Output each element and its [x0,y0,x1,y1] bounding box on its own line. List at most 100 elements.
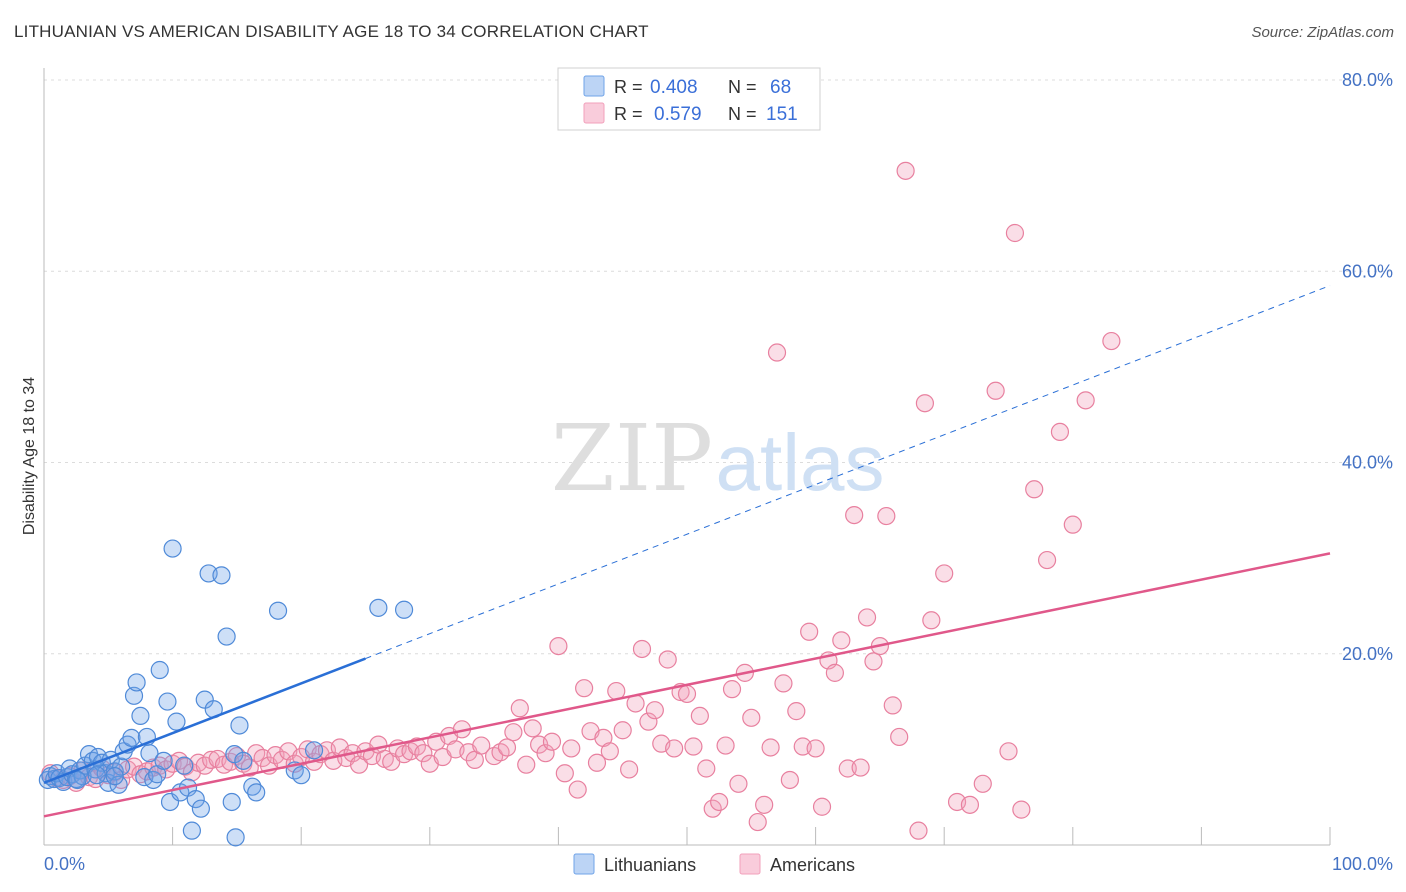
lithuanians-point [150,660,169,680]
americans-point [542,732,562,751]
americans-point [896,161,915,180]
americans-point [665,739,684,758]
legend-box: R = 0.408 N = 68 R = 0.579 N = 151 [557,67,821,131]
lithuanians-point [112,757,131,776]
americans-point [1050,422,1070,441]
americans-trend-line [43,552,1331,818]
lithuanians-point [175,756,194,775]
americans-point [761,738,780,757]
americans-point [851,758,870,777]
americans-point [935,564,954,583]
americans-point [504,723,523,742]
y-tick-label: 80.0% [1342,70,1393,90]
americans-point [922,611,941,630]
lithuanians-point [230,716,249,735]
americans-point [864,652,883,671]
lithuanians-point [127,673,146,692]
americans-point [710,792,729,812]
y-tick-labels: 20.0% 40.0% 60.0% 80.0% [1342,70,1393,664]
americans-point [986,381,1005,400]
legend-n-label-2: N = [728,104,757,124]
americans-point [748,812,767,832]
lithuanians-point [68,770,87,790]
lithuanians-point [182,821,201,840]
lithuanians-points [38,539,414,847]
legend-r-label-1: R = [614,77,643,97]
americans-point [703,799,722,818]
americans-point [677,684,697,704]
americans-point [613,721,632,740]
americans-point [568,780,587,799]
americans-point [523,719,542,738]
bottom-legend-americans: Americans [770,855,855,875]
americans-point [999,742,1018,761]
americans-point [960,795,980,814]
americans-point [722,680,742,699]
americans-point [536,744,555,763]
americans-point [742,708,761,727]
americans-point [414,744,433,763]
lithuanians-point [87,766,106,785]
lithuanians-point [247,783,266,802]
lithuanians-point [268,601,288,620]
lithuanians-point [304,741,324,760]
legend-n-value-2: 151 [766,104,798,125]
americans-point [1037,550,1057,570]
bottom-legend: Lithuanians Americans [573,853,855,875]
lithuanians-point [163,539,182,558]
americans-point [684,737,703,756]
americans-point [510,699,529,718]
y-axis-label: Disability Age 18 to 34 [21,377,38,535]
bottom-legend-swatch-lithuanians [573,853,595,875]
americans-point [555,764,574,783]
americans-point [767,343,787,362]
axes [43,68,1331,846]
americans-point [890,727,909,747]
legend-r-value-1: 0.408 [650,77,698,98]
americans-point [1063,515,1082,534]
americans-point [1076,391,1095,410]
lithuanians-point [369,598,388,617]
americans-point [845,505,864,525]
lithuanians-point [225,745,244,764]
americans-point [780,770,799,790]
americans-point [883,696,902,715]
americans-point [716,736,735,755]
lithuanians-point [124,686,144,705]
americans-point [915,394,935,413]
americans-point [729,774,748,793]
bottom-legend-swatch-americans [739,853,761,875]
lithuanians-trend-extension [365,285,1331,659]
x-tick-label: 100.0% [1332,854,1393,874]
americans-point [825,663,844,682]
legend-n-label-1: N = [728,77,757,97]
americans-point [658,650,677,669]
americans-point [697,759,716,778]
americans-point [812,797,832,816]
lithuanians-point [154,751,173,770]
americans-point [562,739,581,758]
grid-lines [44,79,1392,655]
lithuanians-point [105,767,124,786]
americans-point [472,736,491,755]
americans-point [877,506,896,526]
americans-point [1012,800,1031,819]
lithuanians-point [217,627,236,646]
lithuanians-point [186,789,205,809]
americans-point [587,753,607,772]
lithuanians-point [122,728,141,748]
americans-point [517,755,536,774]
americans-point [639,712,658,731]
americans-point [1025,480,1044,499]
legend-swatch-americans [583,102,605,124]
x-tick-label: 0.0% [44,854,85,874]
legend-swatch-lithuanians [583,75,605,97]
americans-point [549,636,568,656]
lithuanians-point [167,712,186,731]
americans-point [755,795,774,814]
legend-n-value-1: 68 [770,77,791,98]
legend-r-value-2: 0.579 [654,104,702,125]
watermark: ZIP atlas [551,405,885,512]
trend-lines [43,285,1331,818]
